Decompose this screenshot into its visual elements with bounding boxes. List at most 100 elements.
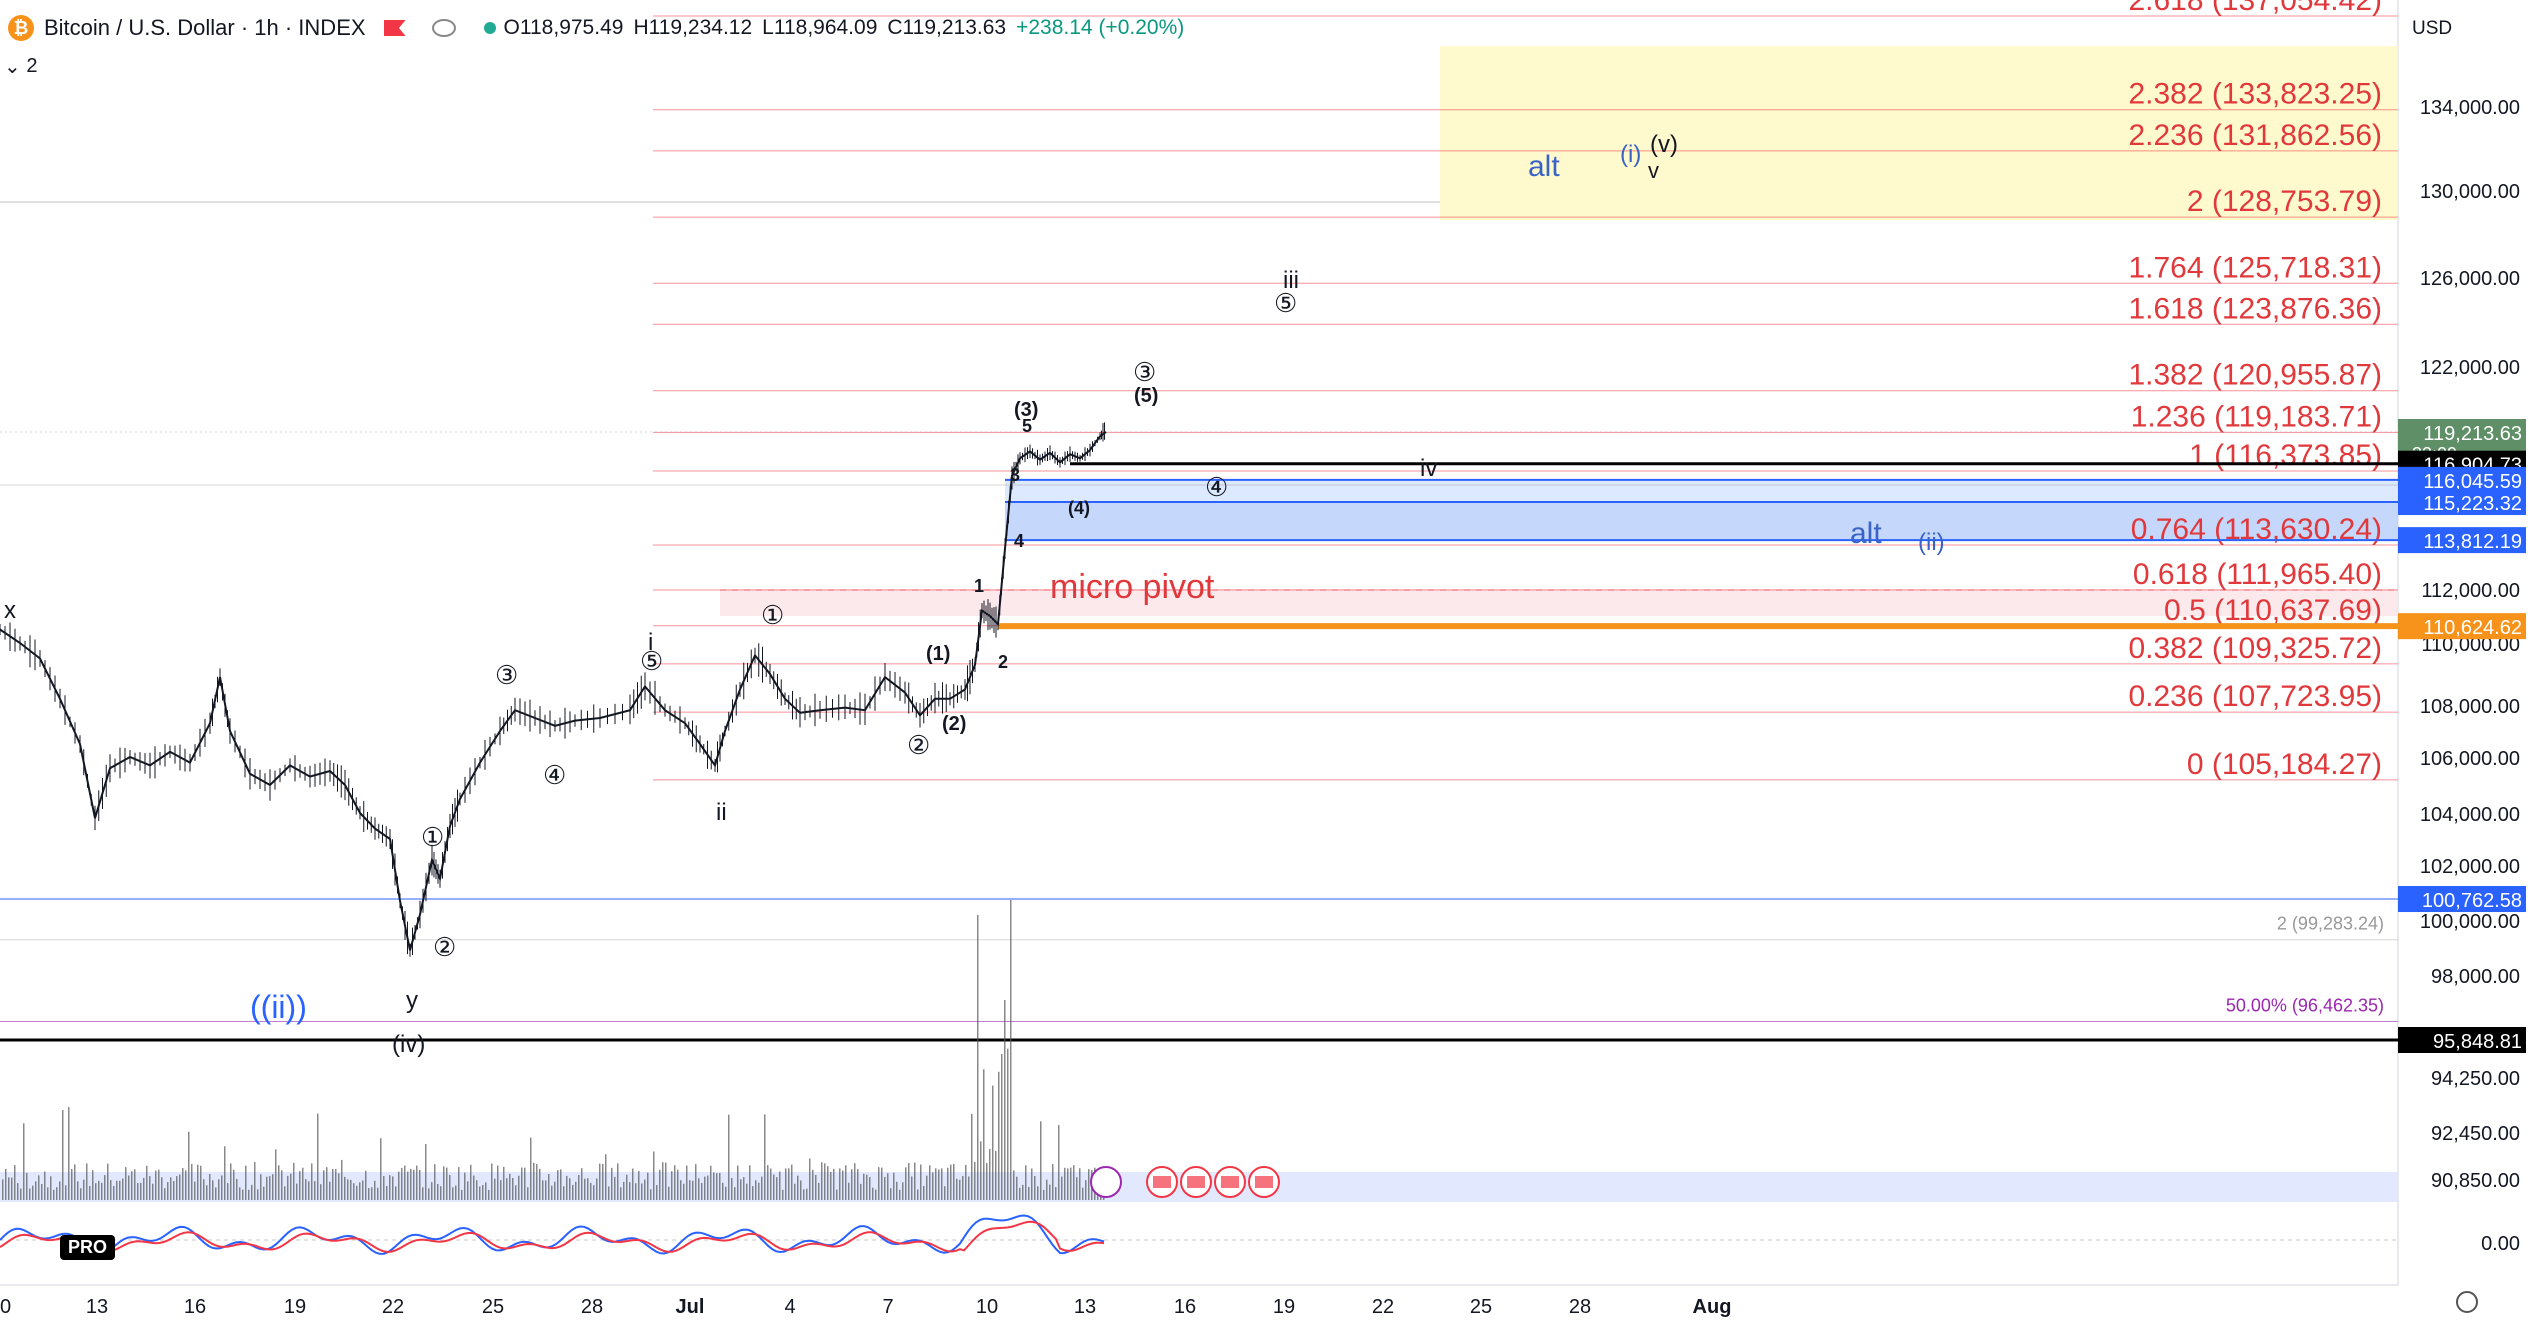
volume-bar: [797, 1175, 799, 1200]
volume-bar: [533, 1162, 535, 1200]
volume-bar: [293, 1162, 295, 1200]
volume-bar: [923, 1185, 925, 1200]
volume-bar: [353, 1183, 355, 1200]
volume-bar: [815, 1174, 817, 1200]
bitcoin-icon: ₿: [8, 15, 34, 41]
wave-label: alt: [1528, 150, 1560, 183]
x-tick-label: Aug: [1693, 1296, 1732, 1318]
price-tag: [2398, 613, 2526, 640]
volume-bar: [737, 1165, 739, 1200]
x-tick-label: 28: [1569, 1296, 1591, 1318]
volume-bar: [179, 1174, 181, 1200]
volume-bar: [1070, 1167, 1072, 1200]
volume-bar: [725, 1186, 727, 1200]
volume-bar: [749, 1165, 751, 1200]
wave-label: ②: [433, 932, 456, 962]
volume-bar: [71, 1168, 73, 1200]
volume-bar: [986, 1163, 988, 1200]
volume-bar: [1052, 1164, 1054, 1200]
symbol-title[interactable]: Bitcoin / U.S. Dollar · 1h · INDEX: [44, 15, 366, 40]
volume-bar: [59, 1181, 61, 1200]
x-tick-label: 13: [86, 1296, 108, 1318]
volume-bar: [215, 1187, 217, 1200]
volume-bar: [152, 1183, 154, 1200]
event-flag-icon: [1187, 1176, 1205, 1188]
volume-bar: [92, 1170, 94, 1200]
indicator-toggle[interactable]: ⌄ 2: [4, 54, 37, 79]
volume-bar: [281, 1170, 283, 1200]
volume-bar: [866, 1174, 868, 1200]
volume-bar: [143, 1177, 145, 1200]
volume-bar: [374, 1180, 376, 1200]
volume-bar: [365, 1170, 367, 1200]
currency-label[interactable]: USD: [2412, 18, 2453, 39]
fib-label: 1.618 (123,876.36): [2128, 292, 2382, 325]
volume-bar: [503, 1166, 505, 1200]
y-tick-label: 122,000.00: [2420, 357, 2520, 379]
volume-bar: [437, 1184, 439, 1200]
volume-bar: [212, 1180, 214, 1200]
volume-bar: [710, 1165, 712, 1200]
volume-bar: [29, 1188, 31, 1200]
volume-bar: [1019, 1187, 1021, 1200]
volume-bar: [566, 1175, 568, 1200]
volume-bar: [728, 1114, 730, 1200]
x-tick-label: 25: [482, 1296, 504, 1318]
volume-bar: [731, 1177, 733, 1200]
volume-bar: [584, 1178, 586, 1200]
volume-bar: [395, 1186, 397, 1200]
volume-bar: [671, 1171, 673, 1200]
fib-label: 1 (116,373.85): [2189, 439, 2382, 472]
volume-bar: [983, 1069, 985, 1200]
volume-bar: [1028, 1186, 1030, 1200]
volume-bar: [485, 1182, 487, 1200]
y-tick-label: 92,450.00: [2431, 1123, 2520, 1145]
volume-bar: [935, 1168, 937, 1200]
volume-bar: [128, 1175, 130, 1200]
wave-label: (ii): [1918, 529, 1945, 556]
volume-bar: [956, 1178, 958, 1200]
volume-bar: [245, 1165, 247, 1200]
flag-icon[interactable]: [383, 20, 406, 36]
volume-bar: [926, 1175, 928, 1200]
volume-bar: [317, 1113, 319, 1200]
volume-bar: [500, 1180, 502, 1200]
wave-label: (iv): [392, 1031, 425, 1058]
volume-bar: [962, 1175, 964, 1200]
volume-bar: [41, 1183, 43, 1200]
y-tick-label: 90,850.00: [2431, 1170, 2520, 1192]
volume-bar: [950, 1164, 952, 1200]
signal-line: [0, 1220, 1105, 1254]
volume-bar: [848, 1182, 850, 1200]
volume-bar: [779, 1171, 781, 1200]
volume-bar: [944, 1186, 946, 1200]
volume-bar: [938, 1169, 940, 1200]
settings-icon[interactable]: [2456, 1291, 2478, 1313]
wave-label: 4: [1014, 531, 1024, 551]
volume-bar: [623, 1181, 625, 1200]
volume-bar: [386, 1185, 388, 1200]
fib-label: 2.618 (137,054.42): [2128, 0, 2382, 17]
fib-label: 0.5 (110,637.69): [2164, 594, 2382, 627]
volume-bar: [854, 1163, 856, 1200]
price-tag: [2398, 527, 2526, 554]
volume-bar: [527, 1187, 529, 1200]
volume-bar: [836, 1189, 838, 1200]
volume-bar: [284, 1186, 286, 1200]
volume-bar: [113, 1185, 115, 1200]
wave-label: 5: [1022, 416, 1032, 436]
pro-badge[interactable]: PRO: [60, 1235, 116, 1260]
volume-bar: [914, 1162, 916, 1200]
volume-bar: [947, 1167, 949, 1200]
wave-label: ①: [421, 822, 444, 852]
volume-bar: [443, 1166, 445, 1200]
ohlc-open: O118,975.49: [503, 16, 624, 39]
volume-bar: [272, 1174, 274, 1200]
wave-label: ③: [1133, 357, 1156, 387]
volume-bar: [1085, 1180, 1087, 1200]
volume-bar: [977, 915, 979, 1200]
volume-bar: [743, 1177, 745, 1200]
eye-icon[interactable]: [431, 19, 456, 37]
volume-bar: [635, 1183, 637, 1200]
